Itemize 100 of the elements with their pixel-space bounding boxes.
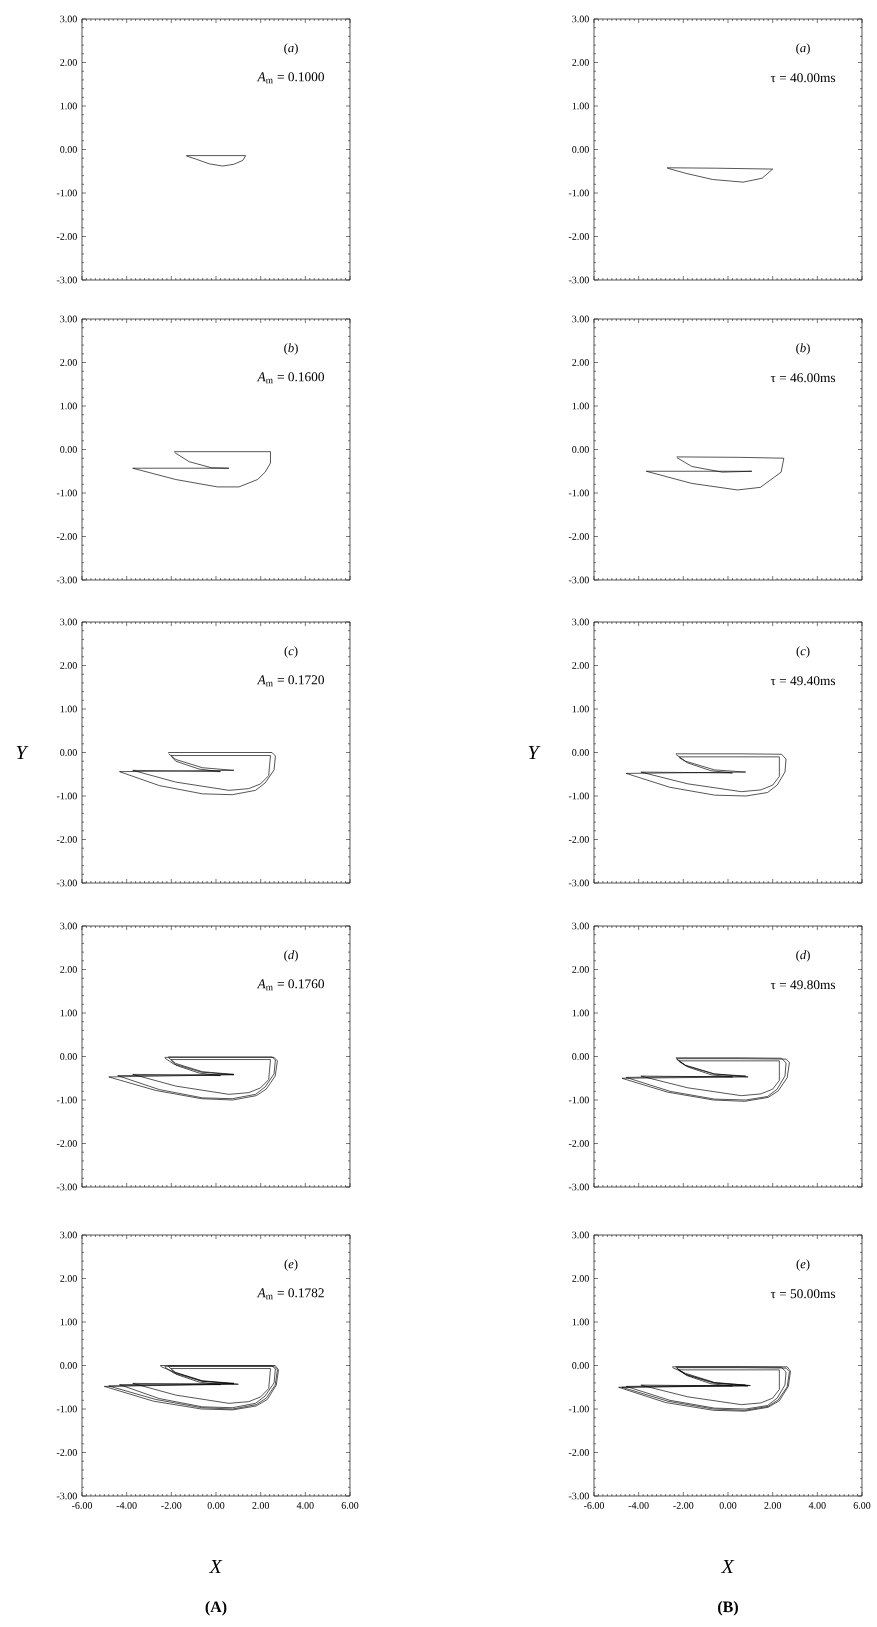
y-tick-label: -2.00	[56, 533, 77, 540]
y-tick-label: 1.00	[572, 1318, 589, 1326]
annotation: (c)	[284, 646, 298, 658]
y-tick-label: -3.00	[56, 276, 77, 284]
y-tick-label: 0.00	[572, 1362, 589, 1369]
y-tick-label: -3.00	[56, 879, 77, 887]
y-tick-label: 0.00	[572, 146, 589, 153]
text: (B)	[718, 1600, 738, 1616]
annotation: τ = 49.80ms	[770, 980, 836, 990]
y-tick-label: 0.00	[60, 749, 77, 756]
y-tick-label: 3.00	[60, 15, 77, 23]
y-tick-label: -3.00	[568, 1492, 589, 1500]
y-tick-label: -2.00	[568, 233, 589, 240]
x-tick-label: -2.00	[673, 1502, 694, 1509]
y-axis-title: Y	[528, 745, 541, 760]
x-tick-label: -2.00	[161, 1502, 182, 1509]
y-tick-label: -1.00	[56, 1405, 77, 1413]
x-tick-label: 2.00	[764, 1502, 782, 1509]
x-tick-label: 6.00	[341, 1502, 359, 1509]
x-axis-title: X	[720, 1560, 735, 1574]
y-tick-label: 0.00	[572, 749, 589, 756]
y-tick-label: 3.00	[572, 315, 589, 323]
annotation: (a)	[796, 43, 810, 55]
annotation: A$_{m}$ = 0.1720	[256, 675, 325, 687]
text: (A)	[205, 1600, 227, 1616]
y-tick-label: 2.00	[572, 966, 589, 973]
x-tick-label: 4.00	[296, 1502, 314, 1509]
x-tick-label: -4.00	[116, 1502, 137, 1509]
y-tick-label: 3.00	[572, 15, 589, 23]
y-tick-label: -1.00	[568, 489, 589, 497]
x-tick-label: -6.00	[583, 1502, 605, 1509]
x-tick-label: 4.00	[808, 1502, 826, 1509]
y-tick-label: 2.00	[60, 662, 77, 669]
y-tick-label: 1.00	[60, 705, 77, 713]
y-tick-label: 2.00	[60, 59, 77, 66]
y-tick-label: -1.00	[56, 489, 77, 497]
y-tick-label: 1.00	[572, 705, 589, 713]
y-tick-label: -3.00	[568, 276, 589, 284]
annotation: A$_{m}$ = 0.1000	[256, 72, 325, 84]
annotation: (e)	[284, 1259, 298, 1271]
y-tick-label: 1.00	[60, 402, 77, 410]
annotation: A$_{m}$ = 0.1760	[256, 979, 325, 991]
y-tick-label: 3.00	[60, 315, 77, 323]
y-tick-label: 0.00	[572, 1053, 589, 1060]
y-tick-label: 2.00	[572, 59, 589, 66]
y-tick-label: -2.00	[56, 836, 77, 843]
y-tick-label: -1.00	[568, 189, 589, 197]
y-tick-label: 2.00	[60, 359, 77, 366]
x-tick-label: 0.00	[719, 1502, 737, 1509]
y-tick-label: 3.00	[572, 922, 589, 930]
y-tick-label: -3.00	[56, 1183, 77, 1191]
annotation: τ = 40.00ms	[770, 73, 836, 83]
annotation: τ = 50.00ms	[770, 1289, 836, 1299]
y-tick-label: -3.00	[568, 879, 589, 887]
y-tick-label: 3.00	[60, 618, 77, 626]
y-tick-label: -1.00	[568, 792, 589, 800]
y-tick-label: -1.00	[56, 792, 77, 800]
y-tick-label: -2.00	[568, 533, 589, 540]
annotation: (b)	[284, 343, 298, 355]
y-tick-label: -2.00	[56, 1140, 77, 1147]
y-tick-label: 0.00	[60, 1362, 77, 1369]
y-tick-label: 0.00	[572, 446, 589, 453]
y-tick-label: 2.00	[572, 1275, 589, 1282]
y-tick-label: 0.00	[60, 1053, 77, 1060]
annotation: (a)	[284, 43, 298, 55]
x-tick-label: 0.00	[207, 1502, 225, 1509]
annotation: (d)	[796, 950, 810, 962]
y-tick-label: -3.00	[56, 576, 77, 584]
y-tick-label: 2.00	[572, 662, 589, 669]
x-tick-label: 6.00	[853, 1502, 871, 1509]
x-axis-title: X	[208, 1560, 223, 1574]
annotation: (d)	[284, 950, 298, 962]
y-tick-label: 2.00	[60, 966, 77, 973]
y-tick-label: -2.00	[56, 1449, 77, 1456]
y-tick-label: -1.00	[568, 1096, 589, 1104]
y-tick-label: 1.00	[572, 102, 589, 110]
y-tick-label: -3.00	[568, 576, 589, 584]
y-tick-label: 1.00	[572, 1009, 589, 1017]
x-tick-label: -4.00	[628, 1502, 649, 1509]
x-tick-label: 2.00	[252, 1502, 270, 1509]
y-tick-label: 1.00	[60, 102, 77, 110]
annotation: (b)	[796, 343, 810, 355]
y-tick-label: -2.00	[568, 836, 589, 843]
annotation: A$_{m}$ = 0.1782	[256, 1288, 324, 1300]
y-tick-label: -1.00	[56, 189, 77, 197]
annotation: τ = 49.40ms	[770, 676, 836, 686]
y-tick-label: 0.00	[60, 146, 77, 153]
y-tick-label: -1.00	[56, 1096, 77, 1104]
y-tick-label: -3.00	[56, 1492, 77, 1500]
annotation: (e)	[796, 1259, 810, 1271]
y-tick-label: -3.00	[568, 1183, 589, 1191]
y-tick-label: 1.00	[572, 402, 589, 410]
y-tick-label: 3.00	[60, 1231, 77, 1239]
y-tick-label: 2.00	[60, 1275, 77, 1282]
y-tick-label: 1.00	[60, 1318, 77, 1326]
y-tick-label: 0.00	[60, 446, 77, 453]
annotation: τ = 46.00ms	[770, 373, 836, 383]
y-tick-label: -1.00	[568, 1405, 589, 1413]
y-axis-title: Y	[16, 745, 29, 760]
y-tick-label: 2.00	[572, 359, 589, 366]
